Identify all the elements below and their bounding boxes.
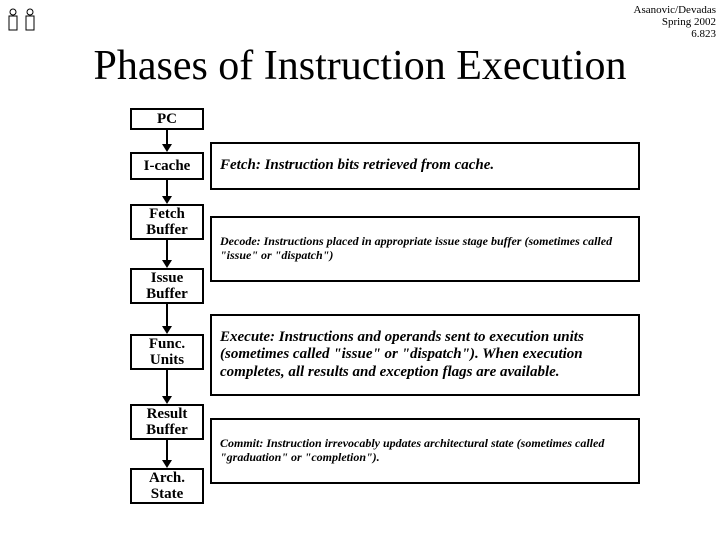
desc-decode: Decode: Instructions placed in appropria… xyxy=(210,216,640,282)
logo-icon xyxy=(6,6,40,36)
arrow-head-1 xyxy=(162,196,172,204)
arrow-line-2 xyxy=(166,240,168,260)
header-meta: Asanovic/Devadas Spring 2002 6.823 xyxy=(634,4,716,40)
stage-arch: Arch. State xyxy=(130,468,204,504)
arrow-line-4 xyxy=(166,370,168,396)
arrow-line-5 xyxy=(166,440,168,460)
desc-execute: Execute: Instructions and operands sent … xyxy=(210,314,640,396)
desc-fetch: Fetch: Instruction bits retrieved from c… xyxy=(210,142,640,190)
stage-func: Func. Units xyxy=(130,334,204,370)
arrow-line-1 xyxy=(166,180,168,196)
arrow-head-4 xyxy=(162,396,172,404)
desc-commit: Commit: Instruction irrevocably updates … xyxy=(210,418,640,484)
header-authors: Asanovic/Devadas xyxy=(634,4,716,16)
arrow-head-0 xyxy=(162,144,172,152)
stage-fetchb: Fetch Buffer xyxy=(130,204,204,240)
page-title: Phases of Instruction Execution xyxy=(0,42,720,90)
stage-pc: PC xyxy=(130,108,204,130)
arrow-line-0 xyxy=(166,130,168,144)
phases-diagram: PC I-cache Fetch Buffer Issue Buffer Func. U… xyxy=(90,108,650,528)
arrow-head-2 xyxy=(162,260,172,268)
arrow-line-3 xyxy=(166,304,168,326)
arrow-head-5 xyxy=(162,460,172,468)
header-term: Spring 2002 xyxy=(634,16,716,28)
stage-issueb: Issue Buffer xyxy=(130,268,204,304)
stage-icache: I-cache xyxy=(130,152,204,180)
arrow-head-3 xyxy=(162,326,172,334)
header-course: 6.823 xyxy=(634,28,716,40)
stage-result: Result Buffer xyxy=(130,404,204,440)
